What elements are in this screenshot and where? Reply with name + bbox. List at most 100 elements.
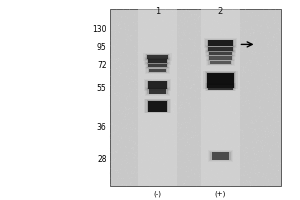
Point [110,29,114,32]
Bar [147,81,169,89]
Point [118,84,123,88]
Point [178,78,183,81]
Point [192,49,197,52]
Point [130,80,134,83]
Point [243,170,248,173]
Point [142,152,147,155]
Point [240,45,245,48]
Point [117,99,122,102]
Point [269,67,274,71]
Point [111,105,116,109]
Point [203,55,208,58]
Point [252,153,257,156]
Point [208,29,213,32]
Point [246,50,251,53]
Point [172,77,176,80]
Point [216,102,221,105]
Point [152,136,156,139]
Point [164,35,168,38]
Point [213,87,218,90]
Point [278,162,283,165]
Point [144,60,149,63]
Point [224,55,229,58]
Point [159,102,164,105]
Point [114,62,119,65]
Point [116,24,121,27]
Point [115,142,120,145]
Point [242,44,247,47]
Point [179,15,184,18]
Point [163,8,168,11]
Point [198,109,203,112]
Point [235,120,240,123]
Point [223,39,227,42]
Point [116,142,121,146]
Point [116,129,120,132]
Point [223,40,227,43]
Point [264,36,269,40]
Point [143,78,148,81]
Point [250,50,255,53]
Point [146,28,150,31]
Point [172,127,176,131]
Point [155,95,160,98]
Point [146,59,151,62]
Point [165,43,170,46]
Point [186,104,191,107]
Point [239,110,244,113]
Point [194,104,198,107]
Point [142,142,147,145]
Point [119,177,124,180]
Point [137,99,142,102]
Point [261,135,266,138]
Point [255,60,260,63]
Point [241,137,246,140]
Point [189,136,194,139]
Point [232,149,237,152]
Point [127,118,131,121]
Point [133,143,137,146]
Point [246,158,251,161]
Point [251,98,256,101]
Point [262,130,267,133]
Point [151,51,156,54]
Point [227,117,232,121]
Point [175,141,180,144]
Bar [144,57,171,65]
Text: (-): (-) [154,191,161,197]
Point [260,164,265,167]
Point [152,133,157,137]
Point [244,64,249,67]
Point [223,140,228,143]
Point [258,169,263,172]
Point [136,109,141,112]
Point [198,80,203,83]
Point [266,26,270,29]
Bar [206,46,235,52]
Point [266,76,271,79]
Point [134,171,139,175]
Point [242,126,247,129]
Point [247,145,252,148]
Point [207,93,212,96]
Point [156,68,161,71]
Point [253,114,258,117]
Point [179,89,184,93]
Point [190,173,195,177]
Point [229,146,234,149]
Point [271,129,276,132]
Point [248,141,253,144]
Point [146,158,151,161]
Point [128,102,132,105]
Point [241,104,246,107]
Point [231,70,236,73]
Point [149,161,154,165]
Text: 1: 1 [155,6,160,16]
Point [179,92,184,95]
Point [188,38,193,41]
Point [151,162,155,165]
Point [199,135,204,138]
Point [208,40,212,43]
Point [195,34,200,37]
Point [219,81,224,84]
